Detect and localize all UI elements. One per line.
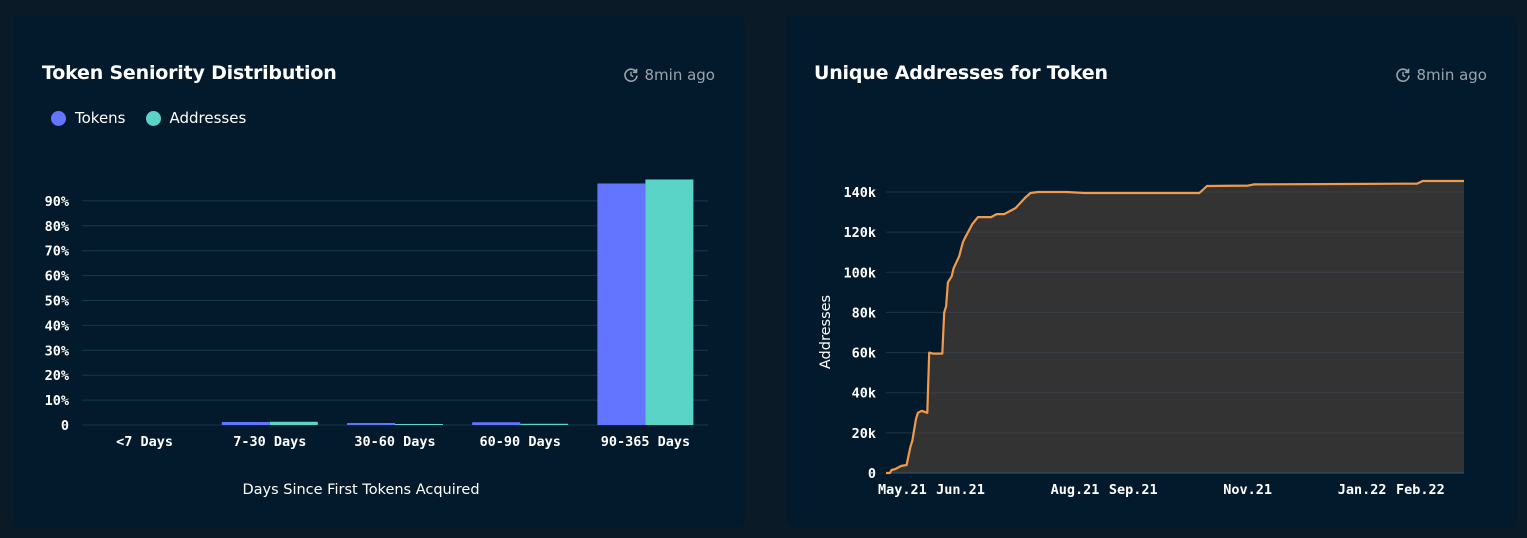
x-tick-label: May.21 [878, 482, 927, 498]
y-tick-label: 10% [45, 393, 70, 409]
seniority-bar-chart: 0 10% 20% 30% 40% 50% 60% 70% 80% 90% <7 Days 7-30 … [45, 179, 708, 498]
x-tick-label: Jun.21 [936, 482, 985, 498]
x-tick-label: Sep.21 [1109, 482, 1158, 498]
y-axis-title: Addresses [818, 295, 834, 369]
refresh-clock-icon [1395, 68, 1410, 82]
last-updated-text: 8min ago [644, 66, 716, 84]
x-tick-label: Nov.21 [1223, 482, 1272, 498]
y-tick-label: 60% [45, 269, 70, 285]
legend-item-addresses[interactable]: Addresses [145, 109, 247, 127]
bar-addresses [520, 423, 569, 425]
last-updated-text: 8min ago [1416, 66, 1488, 84]
card-title: Unique Addresses for Token [814, 62, 1108, 84]
legend-swatch-addresses [145, 110, 161, 126]
area-fill [886, 181, 1464, 473]
x-tick-label: 60-90 Days [480, 434, 561, 450]
chart-legend: Tokens Addresses [51, 109, 246, 127]
y-tick-label: 80k [852, 305, 876, 321]
x-tick-label: <7 Days [116, 434, 173, 450]
y-tick-label: 50% [45, 294, 70, 310]
legend-item-tokens[interactable]: Tokens [51, 109, 126, 127]
unique-addresses-area-chart: 0 20k 40k 60k 80k 100k 120k 140k May.21 Jun.21 Aug… [818, 179, 1464, 498]
x-axis-title: Days Since First Tokens Acquired [242, 482, 479, 498]
last-updated: 8min ago [623, 66, 716, 84]
bar-addresses [269, 421, 318, 425]
refresh-clock-icon [623, 68, 638, 82]
x-tick-label: 7-30 Days [233, 434, 306, 450]
y-tick-label: 100k [843, 265, 876, 281]
y-tick-label: 70% [45, 244, 70, 260]
bar-addresses [395, 424, 443, 425]
x-tick-label: Aug.21 [1051, 482, 1100, 498]
x-tick-label: 30-60 Days [354, 434, 435, 450]
bar-addresses [645, 179, 694, 425]
y-tick-label: 0 [868, 466, 876, 482]
y-tick-label: 30% [45, 343, 70, 359]
y-tick-label: 80% [45, 219, 70, 235]
card-title: Token Seniority Distribution [42, 62, 337, 84]
x-tick-label: Jan.22 [1338, 482, 1387, 498]
legend-label-tokens: Tokens [75, 109, 126, 127]
bar-tokens [221, 422, 270, 425]
last-updated: 8min ago [1395, 66, 1488, 84]
bar-tokens [597, 183, 646, 425]
y-tick-label: 0 [61, 418, 69, 434]
unique-addresses-card: Unique Addresses for Token 8min ago 0 20k… [785, 15, 1517, 527]
y-tick-label: 20k [852, 426, 876, 442]
y-tick-label: 140k [843, 185, 876, 201]
y-tick-label: 60k [852, 346, 876, 362]
y-tick-label: 40k [852, 386, 876, 402]
y-tick-label: 90% [45, 194, 70, 210]
series-line-addresses [886, 179, 1464, 475]
x-tick-label: 90-365 Days [601, 434, 690, 450]
y-tick-label: 40% [45, 318, 70, 334]
y-tick-label: 120k [843, 225, 876, 241]
legend-swatch-tokens [51, 110, 66, 126]
bar-tokens [347, 423, 395, 425]
y-tick-label: 20% [45, 368, 70, 384]
bar-tokens [472, 422, 521, 425]
x-tick-label: Feb.22 [1396, 482, 1445, 498]
legend-label-addresses: Addresses [169, 109, 247, 127]
token-seniority-card: Token Seniority Distribution 8min ago To… [13, 15, 745, 527]
